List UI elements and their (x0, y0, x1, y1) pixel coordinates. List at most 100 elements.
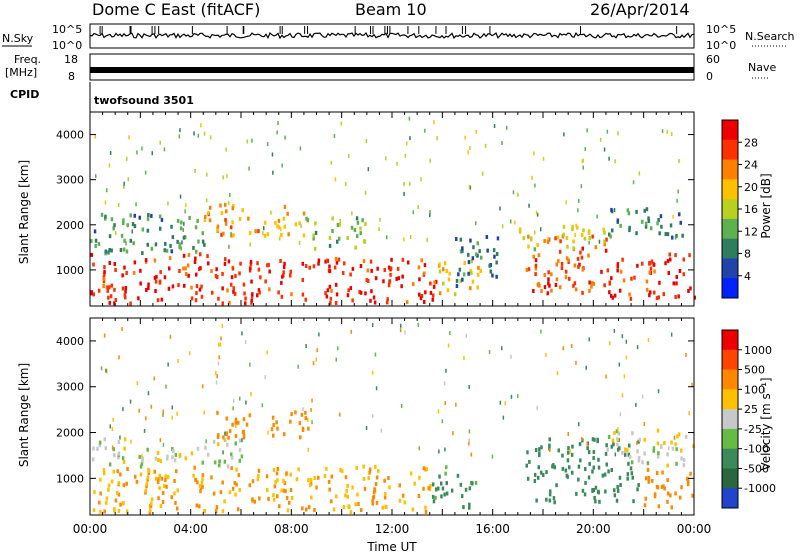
echo-cell (136, 150, 138, 155)
echo-cell (657, 218, 660, 222)
velocity-colorbar: 1000 500 100 25 -25 -100 -500 -1000 (721, 329, 776, 509)
colorbar-tick-label: -100 (744, 443, 769, 456)
echo-cell (488, 350, 491, 355)
echo-cell (125, 509, 129, 514)
echo-cell (248, 413, 252, 418)
echo-cell (499, 400, 502, 405)
echo-cell (154, 279, 158, 284)
echo-cell (200, 284, 203, 289)
echo-cell (313, 476, 316, 480)
echo-cell (294, 410, 297, 415)
echo-cell (409, 471, 413, 476)
echo-cell (659, 214, 663, 219)
echo-cell (435, 487, 438, 492)
echo-cell (603, 230, 606, 235)
echo-cell (304, 410, 307, 415)
echo-cell (401, 493, 405, 498)
echo-cell (486, 248, 489, 253)
echo-cell (92, 446, 95, 451)
echo-cell (109, 294, 113, 299)
echo-cell (533, 479, 537, 483)
echo-cell (190, 285, 193, 290)
echo-cell (121, 456, 125, 461)
echo-cell (621, 334, 624, 339)
echo-cell (689, 286, 692, 291)
echo-cell (655, 471, 659, 475)
echo-cell (231, 220, 234, 225)
echo-cell (276, 467, 280, 471)
echo-cell (443, 492, 446, 497)
echo-cell (121, 501, 125, 506)
echo-cell (579, 458, 582, 463)
echo-cell (289, 488, 293, 492)
cpid-value: twofsound 3501 (94, 94, 194, 107)
echo-cell (171, 415, 173, 420)
echo-cell (174, 453, 178, 457)
nave-label: Nave (748, 61, 776, 74)
echo-cell (169, 334, 172, 339)
echo-cell (290, 292, 293, 297)
echo-cell (199, 252, 202, 257)
echo-cell (431, 494, 435, 499)
echo-cell (208, 218, 212, 223)
echo-cell (297, 467, 300, 472)
echo-cell (564, 269, 568, 274)
echo-cell (582, 165, 584, 170)
echo-cell (195, 503, 198, 508)
echo-cell (548, 283, 551, 288)
echo-cell (279, 259, 282, 263)
echo-cell (675, 461, 678, 466)
colorbar-swatch (722, 428, 738, 450)
echo-cell (307, 426, 310, 431)
echo-cell (436, 136, 438, 141)
echo-cell (667, 271, 670, 275)
echo-cell (125, 271, 128, 275)
echo-cell (386, 300, 389, 305)
echo-cell (167, 286, 171, 291)
echo-cell (235, 467, 238, 472)
colorbar-tick-label: -25 (744, 423, 762, 436)
echo-cell (543, 285, 547, 290)
echo-cell (350, 329, 352, 334)
echo-cell (207, 261, 210, 266)
echo-cell (187, 273, 190, 278)
echo-cell (216, 374, 218, 379)
echo-cell (94, 238, 98, 243)
echo-cell (534, 272, 537, 277)
echo-cell (90, 239, 93, 244)
echo-cell (280, 233, 283, 237)
echo-cell (591, 469, 594, 474)
echo-cell (262, 231, 264, 236)
echo-cell (153, 469, 156, 474)
echo-cell (108, 163, 111, 168)
echo-cell (441, 419, 444, 424)
echo-cell (367, 476, 370, 481)
echo-cell (610, 444, 614, 449)
echo-cell (132, 270, 136, 275)
echo-cell (456, 473, 460, 478)
echo-cell (302, 211, 306, 216)
echo-cell (432, 284, 436, 289)
echo-cell (193, 465, 196, 470)
echo-cell (315, 357, 317, 362)
echo-cell (571, 344, 573, 348)
echo-cell (449, 331, 451, 335)
echo-cell (90, 252, 93, 257)
echo-cell (215, 380, 218, 385)
echo-cell (109, 424, 111, 429)
beam-title: Beam 10 (355, 0, 427, 19)
echo-cell (599, 137, 602, 142)
echo-cell (341, 469, 344, 474)
echo-cell (444, 447, 446, 452)
echo-cell (343, 261, 346, 266)
echo-cell (571, 224, 574, 229)
echo-cell (114, 268, 117, 272)
echo-cell (607, 469, 610, 474)
echo-cell (222, 450, 224, 455)
echo-cell (534, 266, 538, 271)
echo-cell (345, 182, 347, 186)
echo-cell (249, 259, 253, 264)
echo-cell (187, 252, 191, 257)
echo-cell (518, 229, 522, 234)
echo-cell (182, 253, 186, 258)
